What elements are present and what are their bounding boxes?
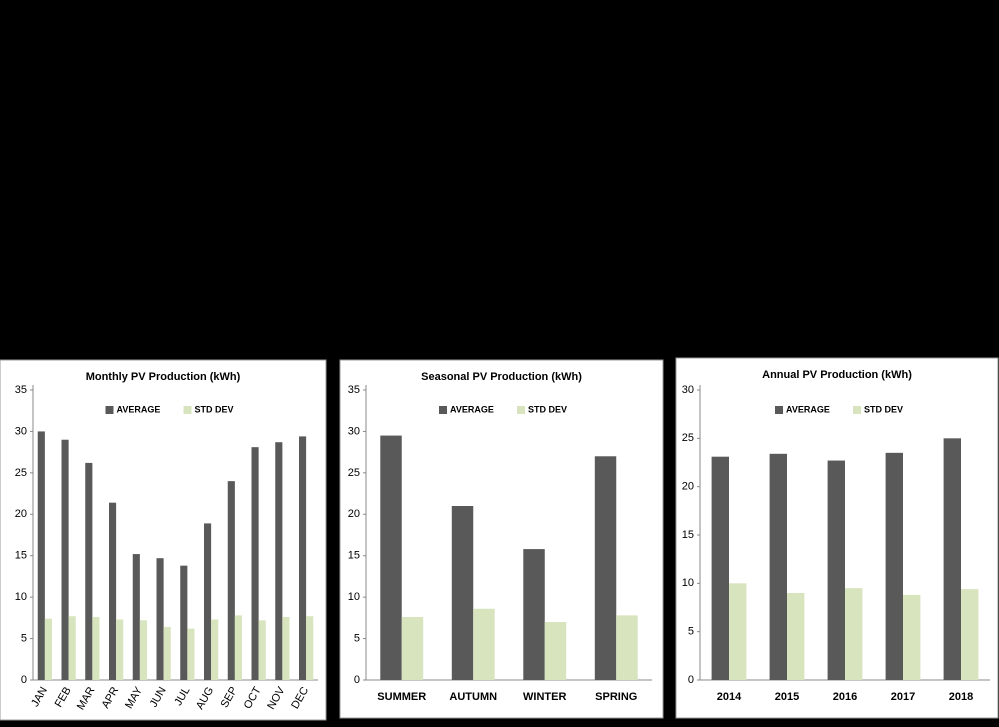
- y-tick-label: 5: [354, 632, 360, 644]
- bar: [787, 593, 805, 680]
- bar: [139, 620, 147, 680]
- bar: [299, 436, 307, 680]
- x-tick-label: SPRING: [595, 691, 637, 703]
- bar: [156, 558, 164, 680]
- legend-label: AVERAGE: [450, 404, 494, 414]
- bar: [116, 619, 124, 680]
- bar: [37, 431, 45, 680]
- y-tick-label: 0: [21, 674, 27, 686]
- y-tick-label: 20: [15, 508, 27, 520]
- bar: [227, 481, 235, 680]
- bar: [109, 502, 117, 680]
- bar: [594, 456, 617, 680]
- legend-label: AVERAGE: [786, 404, 830, 414]
- bar: [380, 435, 402, 680]
- y-tick-label: 20: [348, 508, 360, 520]
- bar: [544, 622, 567, 680]
- legend-swatch: [853, 406, 861, 414]
- bar: [44, 618, 52, 680]
- y-tick-label: 0: [354, 674, 360, 686]
- y-tick-label: 35: [15, 384, 27, 396]
- y-tick-label: 25: [15, 467, 27, 479]
- bar: [61, 439, 69, 680]
- legend-label: STD DEV: [528, 404, 567, 414]
- legend-label: STD DEV: [195, 404, 234, 414]
- chart-title: Monthly PV Production (kWh): [86, 371, 241, 383]
- bar: [92, 617, 100, 680]
- bar: [827, 460, 845, 680]
- x-tick-label: AUTUMN: [449, 691, 497, 703]
- bar: [234, 615, 242, 680]
- bar: [211, 619, 219, 680]
- chart-title: Annual PV Production (kWh): [762, 369, 912, 381]
- bar: [204, 523, 212, 680]
- bar: [729, 583, 747, 680]
- y-tick-label: 30: [15, 425, 27, 437]
- legend-label: STD DEV: [864, 404, 903, 414]
- y-tick-label: 30: [348, 425, 360, 437]
- bar: [163, 626, 171, 680]
- x-tick-label: 2017: [891, 691, 915, 703]
- bar: [943, 438, 961, 680]
- bar: [711, 456, 729, 680]
- bar: [275, 442, 283, 680]
- bar: [132, 554, 140, 680]
- y-tick-label: 20: [682, 481, 694, 493]
- y-tick-label: 5: [21, 632, 27, 644]
- legend-swatch: [775, 406, 783, 414]
- x-tick-label: SUMMER: [377, 691, 426, 703]
- bar: [258, 620, 266, 680]
- y-tick-label: 0: [688, 674, 694, 686]
- bar: [251, 447, 259, 680]
- legend-swatch: [517, 406, 525, 414]
- bar: [961, 589, 979, 680]
- x-tick-label: 2018: [949, 691, 973, 703]
- legend-label: AVERAGE: [117, 404, 161, 414]
- bar: [845, 588, 863, 680]
- bar: [769, 453, 787, 680]
- bar: [885, 452, 903, 680]
- x-tick-label: WINTER: [523, 691, 566, 703]
- legend-swatch: [439, 406, 447, 414]
- bar: [85, 462, 93, 680]
- bar: [451, 506, 474, 680]
- bar: [282, 617, 290, 680]
- y-tick-label: 10: [348, 591, 360, 603]
- chart-title: Seasonal PV Production (kWh): [421, 371, 582, 383]
- y-tick-label: 30: [682, 384, 694, 396]
- bar: [903, 594, 921, 680]
- bar: [473, 608, 495, 680]
- bar: [401, 617, 424, 680]
- legend-swatch: [183, 406, 192, 414]
- x-tick-label: 2015: [775, 691, 799, 703]
- y-tick-label: 15: [348, 550, 360, 562]
- x-tick-label: 2014: [717, 691, 742, 703]
- y-tick-label: 15: [15, 550, 27, 562]
- bar: [616, 615, 638, 680]
- bar: [187, 628, 195, 680]
- bar: [523, 549, 545, 680]
- bar: [68, 616, 76, 680]
- y-tick-label: 35: [348, 384, 360, 396]
- y-tick-label: 5: [688, 626, 694, 638]
- legend-swatch: [105, 406, 114, 414]
- y-tick-label: 10: [15, 591, 27, 603]
- y-tick-label: 15: [682, 529, 694, 541]
- bar: [180, 565, 188, 680]
- bar: [306, 616, 314, 680]
- y-tick-label: 10: [682, 577, 694, 589]
- x-tick-label: 2016: [833, 691, 857, 703]
- y-tick-label: 25: [682, 432, 694, 444]
- y-tick-label: 25: [348, 467, 360, 479]
